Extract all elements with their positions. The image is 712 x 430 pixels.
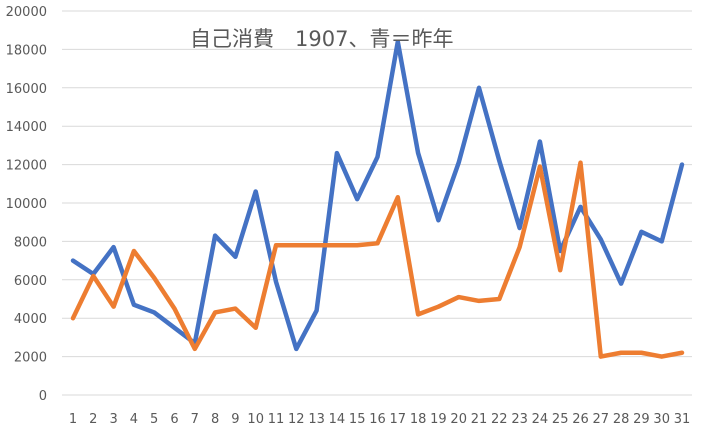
- y-tick-label: 20000: [6, 5, 47, 20]
- x-tick-label: 17: [390, 412, 407, 427]
- y-tick-label: 6000: [14, 274, 47, 289]
- x-tick-label: 24: [532, 412, 549, 427]
- x-tick-label: 29: [633, 412, 650, 427]
- x-tick-label: 10: [247, 412, 264, 427]
- x-tick-label: 8: [211, 412, 219, 427]
- y-tick-label: 0: [39, 389, 47, 404]
- x-tick-label: 14: [329, 412, 346, 427]
- x-axis-tick-labels: 1 2 3 4 5 6 7 8 9 10 11 12 13 14 15 16 17 18 19 20 21 22 23 24 2…: [69, 412, 690, 427]
- y-tick-label: 16000: [6, 82, 47, 97]
- y-tick-label: 14000: [6, 120, 47, 135]
- y-axis-tick-labels: 0 2000 4000 6000 8000 10000 12000 14000 16000 180…: [6, 5, 47, 404]
- x-tick-label: 25: [552, 412, 569, 427]
- x-tick-label: 22: [491, 412, 508, 427]
- x-tick-label: 20: [450, 412, 467, 427]
- x-tick-label: 4: [130, 412, 138, 427]
- x-tick-label: 9: [231, 412, 239, 427]
- y-tick-label: 18000: [6, 43, 47, 58]
- chart-title: 自己消費 1907、青＝昨年: [190, 27, 453, 51]
- y-tick-label: 12000: [6, 159, 47, 174]
- x-tick-label: 19: [430, 412, 447, 427]
- x-tick-label: 3: [109, 412, 117, 427]
- x-tick-label: 2: [89, 412, 97, 427]
- series-line-1: [70, 39, 685, 352]
- series-line-2: [70, 160, 685, 359]
- x-tick-label: 21: [471, 412, 488, 427]
- x-tick-label: 23: [511, 412, 528, 427]
- x-tick-label: 1: [69, 412, 77, 427]
- x-tick-label: 30: [653, 412, 670, 427]
- x-tick-label: 18: [410, 412, 427, 427]
- x-tick-label: 12: [288, 412, 305, 427]
- x-tick-label: 13: [308, 412, 325, 427]
- y-tick-label: 4000: [14, 312, 47, 327]
- x-tick-label: 27: [593, 412, 610, 427]
- x-tick-label: 5: [150, 412, 158, 427]
- x-tick-label: 16: [369, 412, 386, 427]
- y-tick-label: 10000: [6, 197, 47, 212]
- y-tick-label: 8000: [14, 235, 47, 250]
- y-tick-label: 2000: [14, 351, 47, 366]
- x-tick-label: 6: [170, 412, 178, 427]
- x-tick-label: 15: [349, 412, 366, 427]
- x-tick-label: 28: [613, 412, 630, 427]
- x-tick-label: 31: [674, 412, 691, 427]
- x-tick-label: 7: [191, 412, 199, 427]
- x-tick-label: 11: [268, 412, 285, 427]
- x-tick-label: 26: [572, 412, 589, 427]
- series-lines: [70, 39, 685, 359]
